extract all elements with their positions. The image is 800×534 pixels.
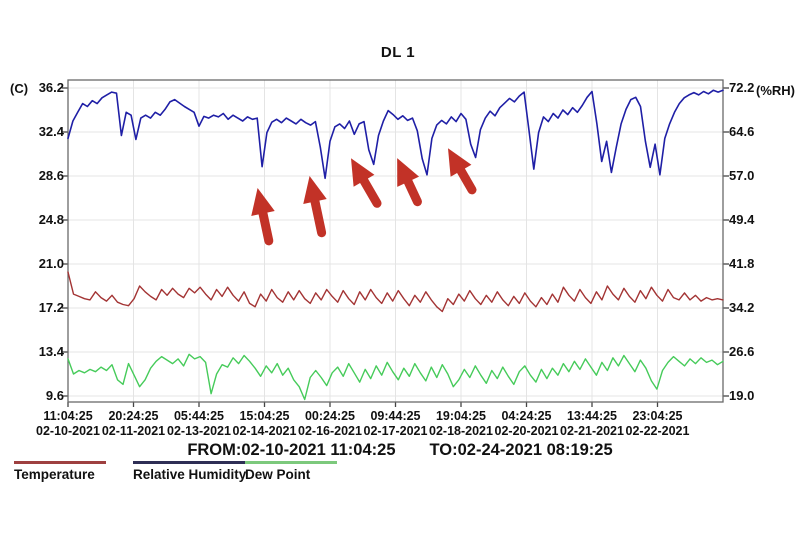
x-tick-time: 15:04:25 [239,409,290,423]
x-axis-tick-label: 00:24:25 02-16-2021 [270,409,390,439]
x-axis-tick-label: 09:44:25 02-17-2021 [336,409,456,439]
x-tick-date: 02-20-2021 [494,424,559,438]
x-tick-date: 02-18-2021 [429,424,493,438]
series-line-temperature [67,271,724,313]
x-axis-tick-label: 11:04:25 02-10-2021 [8,409,128,439]
left-axis-tick-label: 36.2 [38,80,64,95]
time-range-to: TO:02-24-2021 08:19:25 [429,441,613,459]
legend-item: Dew Point [245,461,337,482]
x-tick-date: 02-22-2021 [625,424,690,438]
series-line-dew-point [67,353,724,401]
annotation-arrow [251,188,275,246]
right-axis-tick-label: 26.6 [729,344,755,359]
x-tick-time: 20:24:25 [108,409,159,423]
x-tick-time: 11:04:25 [43,409,93,423]
left-axis-tick-label: 13.4 [38,344,64,359]
annotation-arrow [397,158,422,207]
legend-item-label: Dew Point [245,466,311,482]
plot-border [67,79,724,403]
x-tick-date: 02-17-2021 [363,424,428,438]
x-tick-date: 02-11-2021 [101,424,166,438]
right-axis-tick-label: 64.6 [729,124,755,139]
x-axis-tick-label: 05:44:25 02-13-2021 [139,409,259,439]
right-axis-tick-label: 57.0 [729,168,755,183]
x-axis-tick-label: 04:24:25 02-20-2021 [467,409,587,439]
x-tick-time: 09:44:25 [370,409,421,423]
legend-swatch-line [133,461,247,464]
x-tick-date: 02-16-2021 [298,424,362,438]
legend-swatch-line [245,461,337,464]
legend-item: Relative Humidity [133,461,247,482]
left-axis-tick-label: 21.0 [38,256,64,271]
x-tick-date: 02-10-2021 [36,424,100,438]
legend-swatch-line [14,461,106,464]
left-axis-tick-label: 24.8 [38,212,64,227]
series-line-relative-humidity [67,89,724,180]
arrow-shaft [256,201,274,246]
x-tick-time: 23:04:25 [632,409,683,423]
left-axis-unit: (C) [10,81,29,96]
arrow-head [397,158,420,187]
legend-item-label: Relative Humidity [133,466,247,482]
x-axis-tick-label: 19:04:25 02-18-2021 [401,409,521,439]
x-axis-tick-label: 20:24:25 02-11-2021 [74,409,194,439]
x-tick-date: 02-21-2021 [560,424,624,438]
x-tick-time: 05:44:25 [173,409,225,423]
x-tick-date: 02-14-2021 [232,424,297,438]
legend-item: Temperature [14,461,106,482]
right-axis-unit: (%RH) [756,83,795,98]
chart-title: DL 1 [380,44,416,61]
legend-item-label: Temperature [14,466,95,482]
arrow-shaft [400,170,422,207]
annotation-arrow [351,158,382,208]
arrow-shaft [308,189,327,238]
x-tick-time: 19:04:25 [435,409,487,423]
right-axis-tick-label: 19.0 [729,388,755,403]
right-axis-tick-label: 34.2 [729,300,755,315]
left-axis-tick-label: 32.4 [38,124,64,139]
x-tick-time: 00:24:25 [304,409,356,423]
x-tick-time: 13:44:25 [566,409,618,423]
time-range: FROM:02-10-2021 11:04:25 TO:02-24-2021 0… [0,441,800,460]
right-axis-tick-label: 72.2 [729,80,755,95]
left-axis-tick-label: 17.2 [38,300,64,315]
right-axis-tick-label: 49.4 [729,212,755,227]
time-range-from: FROM:02-10-2021 11:04:25 [187,441,396,459]
arrow-shaft [355,169,382,208]
arrow-shaft [452,159,477,195]
left-axis-tick-label: 9.6 [45,388,64,403]
x-axis-tick-label: 15:04:25 02-14-2021 [205,409,325,439]
annotation-arrow [303,176,327,238]
x-tick-time: 04:24:25 [501,409,552,423]
x-axis-tick-label: 13:44:25 02-21-2021 [532,409,652,439]
right-axis-tick-label: 41.8 [729,256,755,271]
x-tick-date: 02-13-2021 [167,424,231,438]
left-axis-tick-label: 28.6 [38,168,64,183]
x-axis-tick-label: 23:04:25 02-22-2021 [598,409,718,439]
annotation-arrow [448,148,477,195]
